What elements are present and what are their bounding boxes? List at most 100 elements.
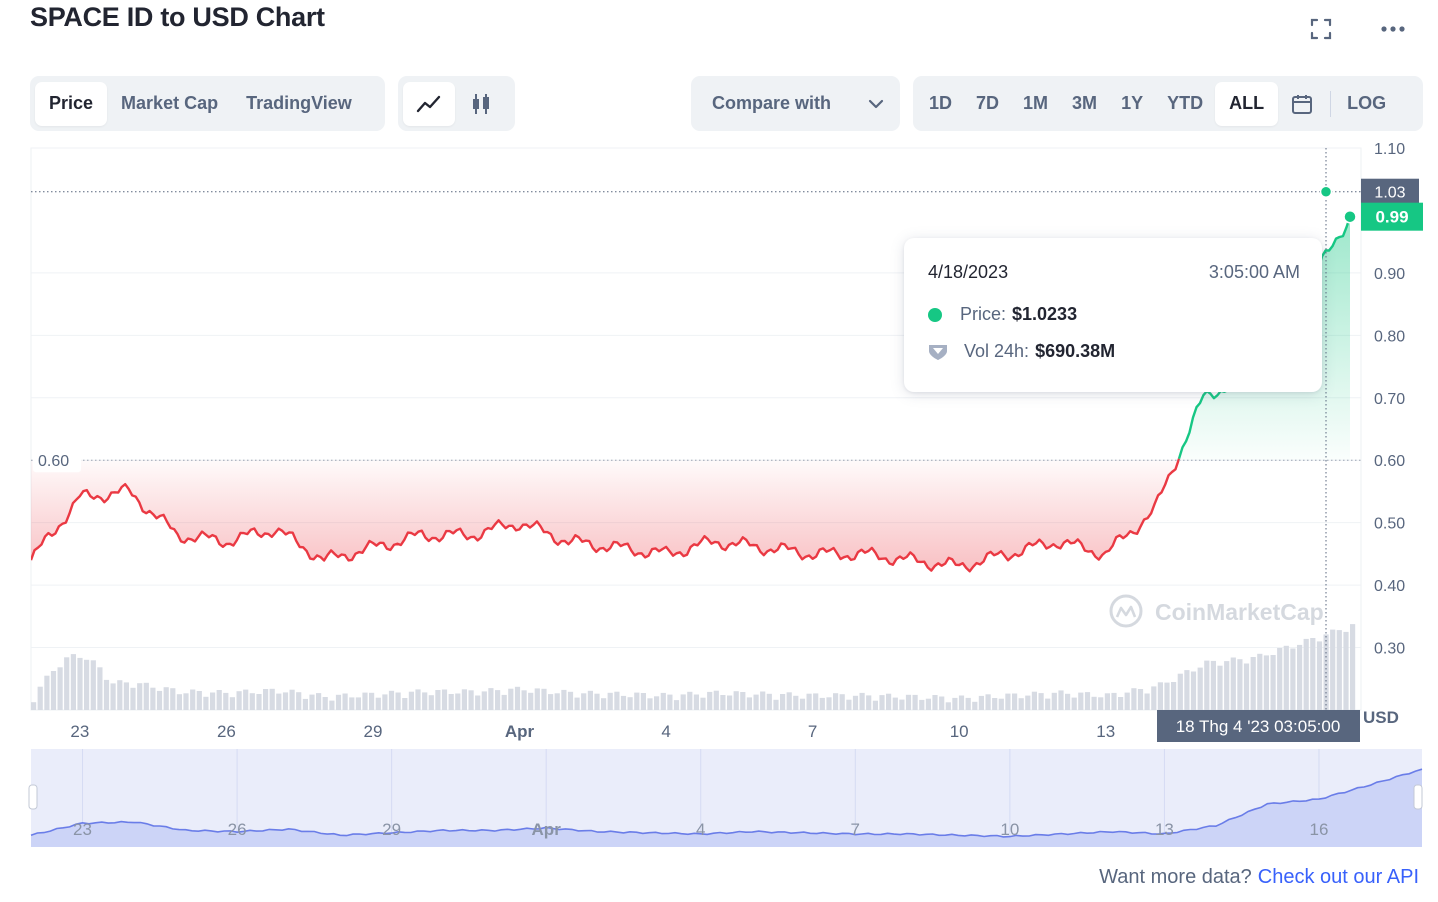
volume-shield-icon [928, 343, 948, 361]
volume-bar [90, 660, 96, 710]
range-1y[interactable]: 1Y [1121, 93, 1144, 113]
tab-market-cap[interactable]: Market Cap [121, 93, 219, 113]
volume-bar [329, 700, 335, 710]
volume-bar [1071, 697, 1077, 710]
volume-bar [1151, 686, 1157, 710]
volume-bar [1137, 689, 1144, 710]
volume-bar [1237, 659, 1243, 710]
more-icon[interactable] [1380, 16, 1406, 42]
volume-bar [667, 694, 673, 710]
navigator-tick-label: 29 [382, 820, 401, 839]
volume-bar [554, 693, 560, 710]
volume-bar [733, 691, 739, 710]
navigator-right-handle[interactable] [1413, 784, 1423, 810]
volume-bar [196, 691, 202, 710]
volume-bar [852, 695, 859, 710]
chart-tooltip: 4/18/2023 3:05:00 AM Price: $1.0233 Vol … [904, 238, 1322, 392]
volume-bar [673, 700, 680, 710]
navigator-tick-label: 4 [696, 820, 705, 839]
volume-bar [541, 688, 547, 710]
navigator[interactable]: 23 26 29 Apr 4 7 10 13 16 [28, 749, 1423, 847]
volume-bar [965, 697, 971, 710]
baseline-label: 0.60 [33, 448, 81, 473]
line-chart-icon[interactable] [403, 81, 455, 126]
range-1d[interactable]: 1D [929, 93, 953, 113]
tab-tradingview[interactable]: TradingView [246, 93, 352, 113]
volume-bar [760, 691, 766, 710]
y-tick-label: 0.50 [1374, 516, 1405, 533]
volume-bar [210, 692, 216, 710]
volume-bar [382, 694, 388, 710]
volume-bar [640, 693, 646, 710]
api-link[interactable]: Check out our API [1257, 866, 1419, 888]
plot-frame [30, 147, 1362, 711]
volume-bar [1336, 630, 1342, 710]
volume-bar [720, 695, 726, 710]
volume-bar [992, 698, 998, 710]
volume-bar [972, 701, 978, 710]
volume-bar [1091, 696, 1097, 710]
volume-bar [1025, 695, 1031, 710]
range-1m[interactable]: 1M [1023, 93, 1049, 113]
volume-bar [1217, 665, 1223, 710]
volume-bar [1104, 693, 1110, 710]
calendar-icon[interactable] [1278, 82, 1326, 126]
navigator-left-handle[interactable] [28, 784, 38, 810]
volume-bar [1290, 648, 1296, 710]
volume-bar [521, 690, 527, 710]
crosshair-price-tag: 1.03 [1361, 178, 1419, 205]
volume-bar [316, 693, 322, 710]
volume-bar [952, 697, 958, 710]
volume-bar [574, 697, 580, 710]
range-divider [1330, 90, 1332, 117]
range-ytd[interactable]: YTD [1167, 93, 1204, 113]
volume-bar [1243, 663, 1250, 710]
svg-text:0.99: 0.99 [1375, 208, 1408, 227]
volume-bar [1197, 667, 1203, 710]
volume-bar [740, 692, 746, 710]
volume-bar [236, 691, 242, 710]
volume-bar [932, 695, 938, 710]
volume-bar [766, 693, 772, 710]
volume-bar [528, 692, 534, 710]
x-tick-label: 4 [661, 722, 670, 741]
volume-bar [1257, 653, 1263, 710]
y-tick-label: 0.70 [1374, 391, 1405, 408]
range-all[interactable]: ALL [1215, 81, 1279, 126]
page-title: SPACE ID to USD Chart [30, 2, 325, 32]
compare-with-label: Compare with [712, 93, 832, 113]
tab-price[interactable]: Price [35, 81, 108, 126]
volume-bar [534, 688, 540, 710]
volume-bar [958, 695, 965, 710]
volume-bar [216, 690, 222, 710]
tooltip-volume-value: $690.38M [1035, 341, 1116, 361]
volume-bar [1343, 631, 1349, 710]
tooltip-price-value: $1.0233 [1012, 304, 1078, 324]
volume-bar [150, 687, 156, 710]
volume-bar [1157, 682, 1163, 710]
volume-bar [435, 690, 441, 710]
volume-bar [1078, 692, 1084, 710]
volume-bar [879, 695, 885, 710]
volume-bar [687, 691, 693, 710]
volume-bar [501, 694, 507, 710]
time-range-tabs: 1D 7D 1M 3M 1Y YTD ALL LOG [913, 76, 1423, 131]
volume-bar [859, 692, 865, 710]
candlestick-icon[interactable] [455, 82, 507, 126]
volume-bar [839, 694, 845, 710]
tooltip-time: 3:05:00 AM [1208, 262, 1300, 282]
compare-with-dropdown[interactable]: Compare with [691, 76, 900, 131]
volume-bar [143, 682, 149, 710]
fullscreen-icon[interactable] [1308, 16, 1334, 42]
volume-bar [813, 693, 819, 710]
volume-bar [846, 699, 852, 710]
range-7d[interactable]: 7D [976, 93, 1000, 113]
log-toggle[interactable]: LOG [1347, 93, 1387, 113]
price-area-down [31, 458, 1179, 572]
volume-bar [753, 694, 759, 710]
range-3m[interactable]: 3M [1072, 93, 1098, 113]
volume-bar [1270, 655, 1276, 710]
volume-bar [912, 694, 918, 710]
volume-bar [369, 692, 375, 710]
